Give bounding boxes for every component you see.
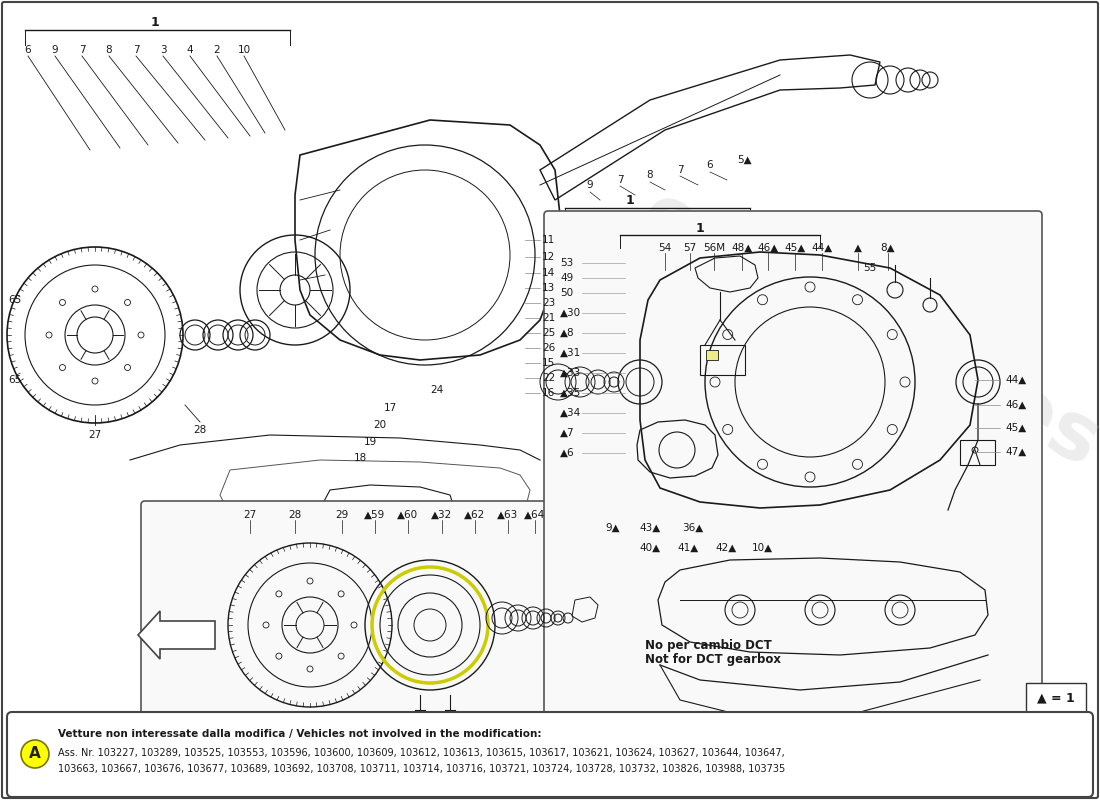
- Text: 23: 23: [542, 298, 556, 308]
- Text: 56M: 56M: [703, 243, 725, 253]
- Text: 10: 10: [238, 45, 251, 55]
- Text: 4: 4: [187, 45, 194, 55]
- Text: 9: 9: [52, 45, 58, 55]
- Text: 42▲: 42▲: [715, 543, 737, 553]
- Text: No per cambio DCT: No per cambio DCT: [645, 638, 772, 651]
- Text: 9: 9: [586, 180, 593, 190]
- Text: 41▲: 41▲: [678, 543, 698, 553]
- Text: 28: 28: [194, 425, 207, 435]
- Text: 12: 12: [542, 252, 556, 262]
- Text: 54: 54: [659, 243, 672, 253]
- Text: 21: 21: [542, 313, 556, 323]
- Text: ▲8: ▲8: [560, 328, 574, 338]
- Text: 55: 55: [864, 263, 877, 273]
- Text: 28: 28: [288, 510, 301, 520]
- Text: 51: 51: [282, 740, 295, 750]
- Text: 20: 20: [373, 420, 386, 430]
- Text: ▲64: ▲64: [525, 510, 546, 520]
- Text: 2: 2: [213, 45, 220, 55]
- Text: 7: 7: [133, 45, 140, 55]
- Text: ▲59: ▲59: [364, 510, 386, 520]
- Text: 26: 26: [542, 343, 556, 353]
- Text: 7: 7: [676, 165, 683, 175]
- Text: 5▲: 5▲: [738, 155, 752, 165]
- Text: 49: 49: [560, 273, 573, 283]
- Text: ▲63: ▲63: [497, 510, 518, 520]
- Text: 57: 57: [683, 243, 696, 253]
- FancyBboxPatch shape: [141, 501, 639, 759]
- Text: 15: 15: [542, 358, 556, 368]
- Text: ▲32: ▲32: [431, 510, 452, 520]
- Text: 45▲: 45▲: [784, 243, 805, 253]
- Text: 3: 3: [160, 45, 166, 55]
- Text: 27: 27: [88, 430, 101, 440]
- Text: 46▲: 46▲: [1005, 400, 1026, 410]
- Text: Vetture non interessate dalla modifica / Vehicles not involved in the modificati: Vetture non interessate dalla modifica /…: [58, 729, 541, 739]
- Text: 46▲: 46▲: [758, 243, 779, 253]
- Text: ▲33: ▲33: [560, 368, 581, 378]
- Text: 1: 1: [626, 194, 635, 206]
- Text: 14: 14: [542, 268, 556, 278]
- Text: 27: 27: [243, 510, 256, 520]
- Circle shape: [21, 740, 50, 768]
- Text: 25: 25: [542, 328, 556, 338]
- Text: 19: 19: [363, 437, 376, 447]
- Text: 8: 8: [106, 45, 112, 55]
- Text: 65: 65: [9, 295, 22, 305]
- Text: ▲7: ▲7: [560, 428, 574, 438]
- Text: 39▲: 39▲: [525, 740, 546, 750]
- FancyArrow shape: [138, 611, 214, 659]
- Text: 52: 52: [253, 740, 266, 750]
- FancyBboxPatch shape: [544, 211, 1042, 729]
- Text: 7: 7: [617, 175, 624, 185]
- Text: 47▲: 47▲: [1005, 447, 1026, 457]
- Text: 36▲: 36▲: [682, 523, 704, 533]
- Text: 53: 53: [560, 258, 573, 268]
- FancyBboxPatch shape: [1026, 683, 1086, 713]
- Text: Ass. Nr. 103227, 103289, 103525, 103553, 103596, 103600, 103609, 103612, 103613,: Ass. Nr. 103227, 103289, 103525, 103553,…: [58, 748, 784, 758]
- Text: 50: 50: [560, 288, 573, 298]
- Text: ▲62: ▲62: [464, 510, 485, 520]
- Text: 24: 24: [430, 385, 443, 395]
- Text: ▲30: ▲30: [560, 308, 581, 318]
- Text: 103663, 103667, 103676, 103677, 103689, 103692, 103708, 103711, 103714, 103716, : 103663, 103667, 103676, 103677, 103689, …: [58, 764, 785, 774]
- Text: ▲60: ▲60: [397, 510, 419, 520]
- Bar: [960, 440, 996, 465]
- Text: ▲58: ▲58: [419, 740, 441, 750]
- Text: 38▲: 38▲: [490, 740, 510, 750]
- Text: since 2005: since 2005: [890, 454, 970, 506]
- Text: A: A: [29, 746, 41, 762]
- Text: ▲6: ▲6: [560, 448, 574, 458]
- Text: 43▲: 43▲: [639, 523, 661, 533]
- Text: ▲34: ▲34: [560, 408, 581, 418]
- Text: 1: 1: [695, 222, 704, 234]
- Text: 37▲: 37▲: [560, 740, 581, 750]
- Text: 65: 65: [9, 375, 22, 385]
- Text: 7: 7: [79, 45, 86, 55]
- Bar: [706, 350, 718, 360]
- Text: ▲ = 1: ▲ = 1: [1037, 691, 1075, 705]
- Text: 1: 1: [151, 15, 160, 29]
- Text: 29: 29: [336, 510, 349, 520]
- FancyBboxPatch shape: [7, 712, 1093, 797]
- Text: eurospares: eurospares: [627, 176, 1100, 484]
- Text: ▲31: ▲31: [560, 348, 581, 358]
- Text: 18: 18: [353, 453, 366, 463]
- Text: 11: 11: [542, 235, 556, 245]
- Text: ▲35: ▲35: [560, 388, 581, 398]
- Text: 8▲: 8▲: [881, 243, 895, 253]
- Text: 44▲: 44▲: [812, 243, 833, 253]
- Text: 6: 6: [706, 160, 713, 170]
- Text: 16: 16: [542, 388, 556, 398]
- Text: ▲61: ▲61: [360, 740, 381, 750]
- Text: 48▲: 48▲: [732, 243, 752, 253]
- Text: 10▲: 10▲: [751, 543, 772, 553]
- Text: 9▲: 9▲: [606, 523, 620, 533]
- Text: 22: 22: [542, 373, 556, 383]
- Text: 44▲: 44▲: [1005, 375, 1026, 385]
- Text: 45▲: 45▲: [1005, 423, 1026, 433]
- Text: 13: 13: [542, 283, 556, 293]
- Text: ▲: ▲: [854, 243, 862, 253]
- Text: 8: 8: [647, 170, 653, 180]
